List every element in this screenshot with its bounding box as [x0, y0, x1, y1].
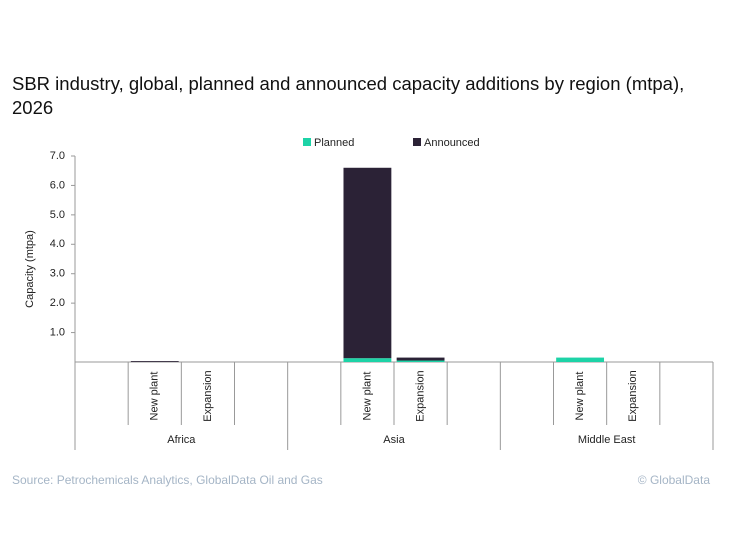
y-tick-label: 6.0: [50, 179, 65, 191]
x-tick-label: New plant: [149, 372, 161, 421]
bar-segment: [343, 167, 392, 359]
chart-title: SBR industry, global, planned and announ…: [12, 73, 685, 118]
y-tick-label: 2.0: [50, 297, 65, 309]
y-tick-label: 3.0: [50, 268, 65, 280]
legend-swatch: [413, 138, 421, 146]
group-label: Africa: [167, 434, 196, 446]
y-tick-label: 1.0: [50, 326, 65, 338]
legend-swatch: [303, 138, 311, 146]
x-tick-label: Expansion: [414, 370, 426, 421]
bar-segment: [130, 361, 179, 362]
x-tick-label: New plant: [361, 372, 373, 421]
bar-segment: [396, 360, 445, 362]
source: Source: Petrochemicals Analytics, Global…: [12, 473, 323, 487]
y-tick-label: 7.0: [50, 150, 65, 162]
y-tick-label: 5.0: [50, 209, 65, 221]
x-tick-label: Expansion: [627, 370, 639, 421]
group-label: Asia: [383, 434, 405, 446]
bar-segment: [396, 357, 445, 361]
legend-label: Announced: [424, 137, 480, 149]
y-axis-label: Capacity (mtpa): [24, 230, 36, 308]
credit: © GlobalData: [637, 473, 710, 487]
bar-segment: [343, 358, 392, 362]
y-tick-label: 4.0: [50, 238, 65, 250]
x-tick-label: New plant: [574, 372, 586, 421]
group-label: Middle East: [578, 434, 635, 446]
bar-segment: [556, 357, 605, 362]
legend-label: Planned: [314, 137, 354, 149]
x-tick-label: Expansion: [202, 370, 214, 421]
